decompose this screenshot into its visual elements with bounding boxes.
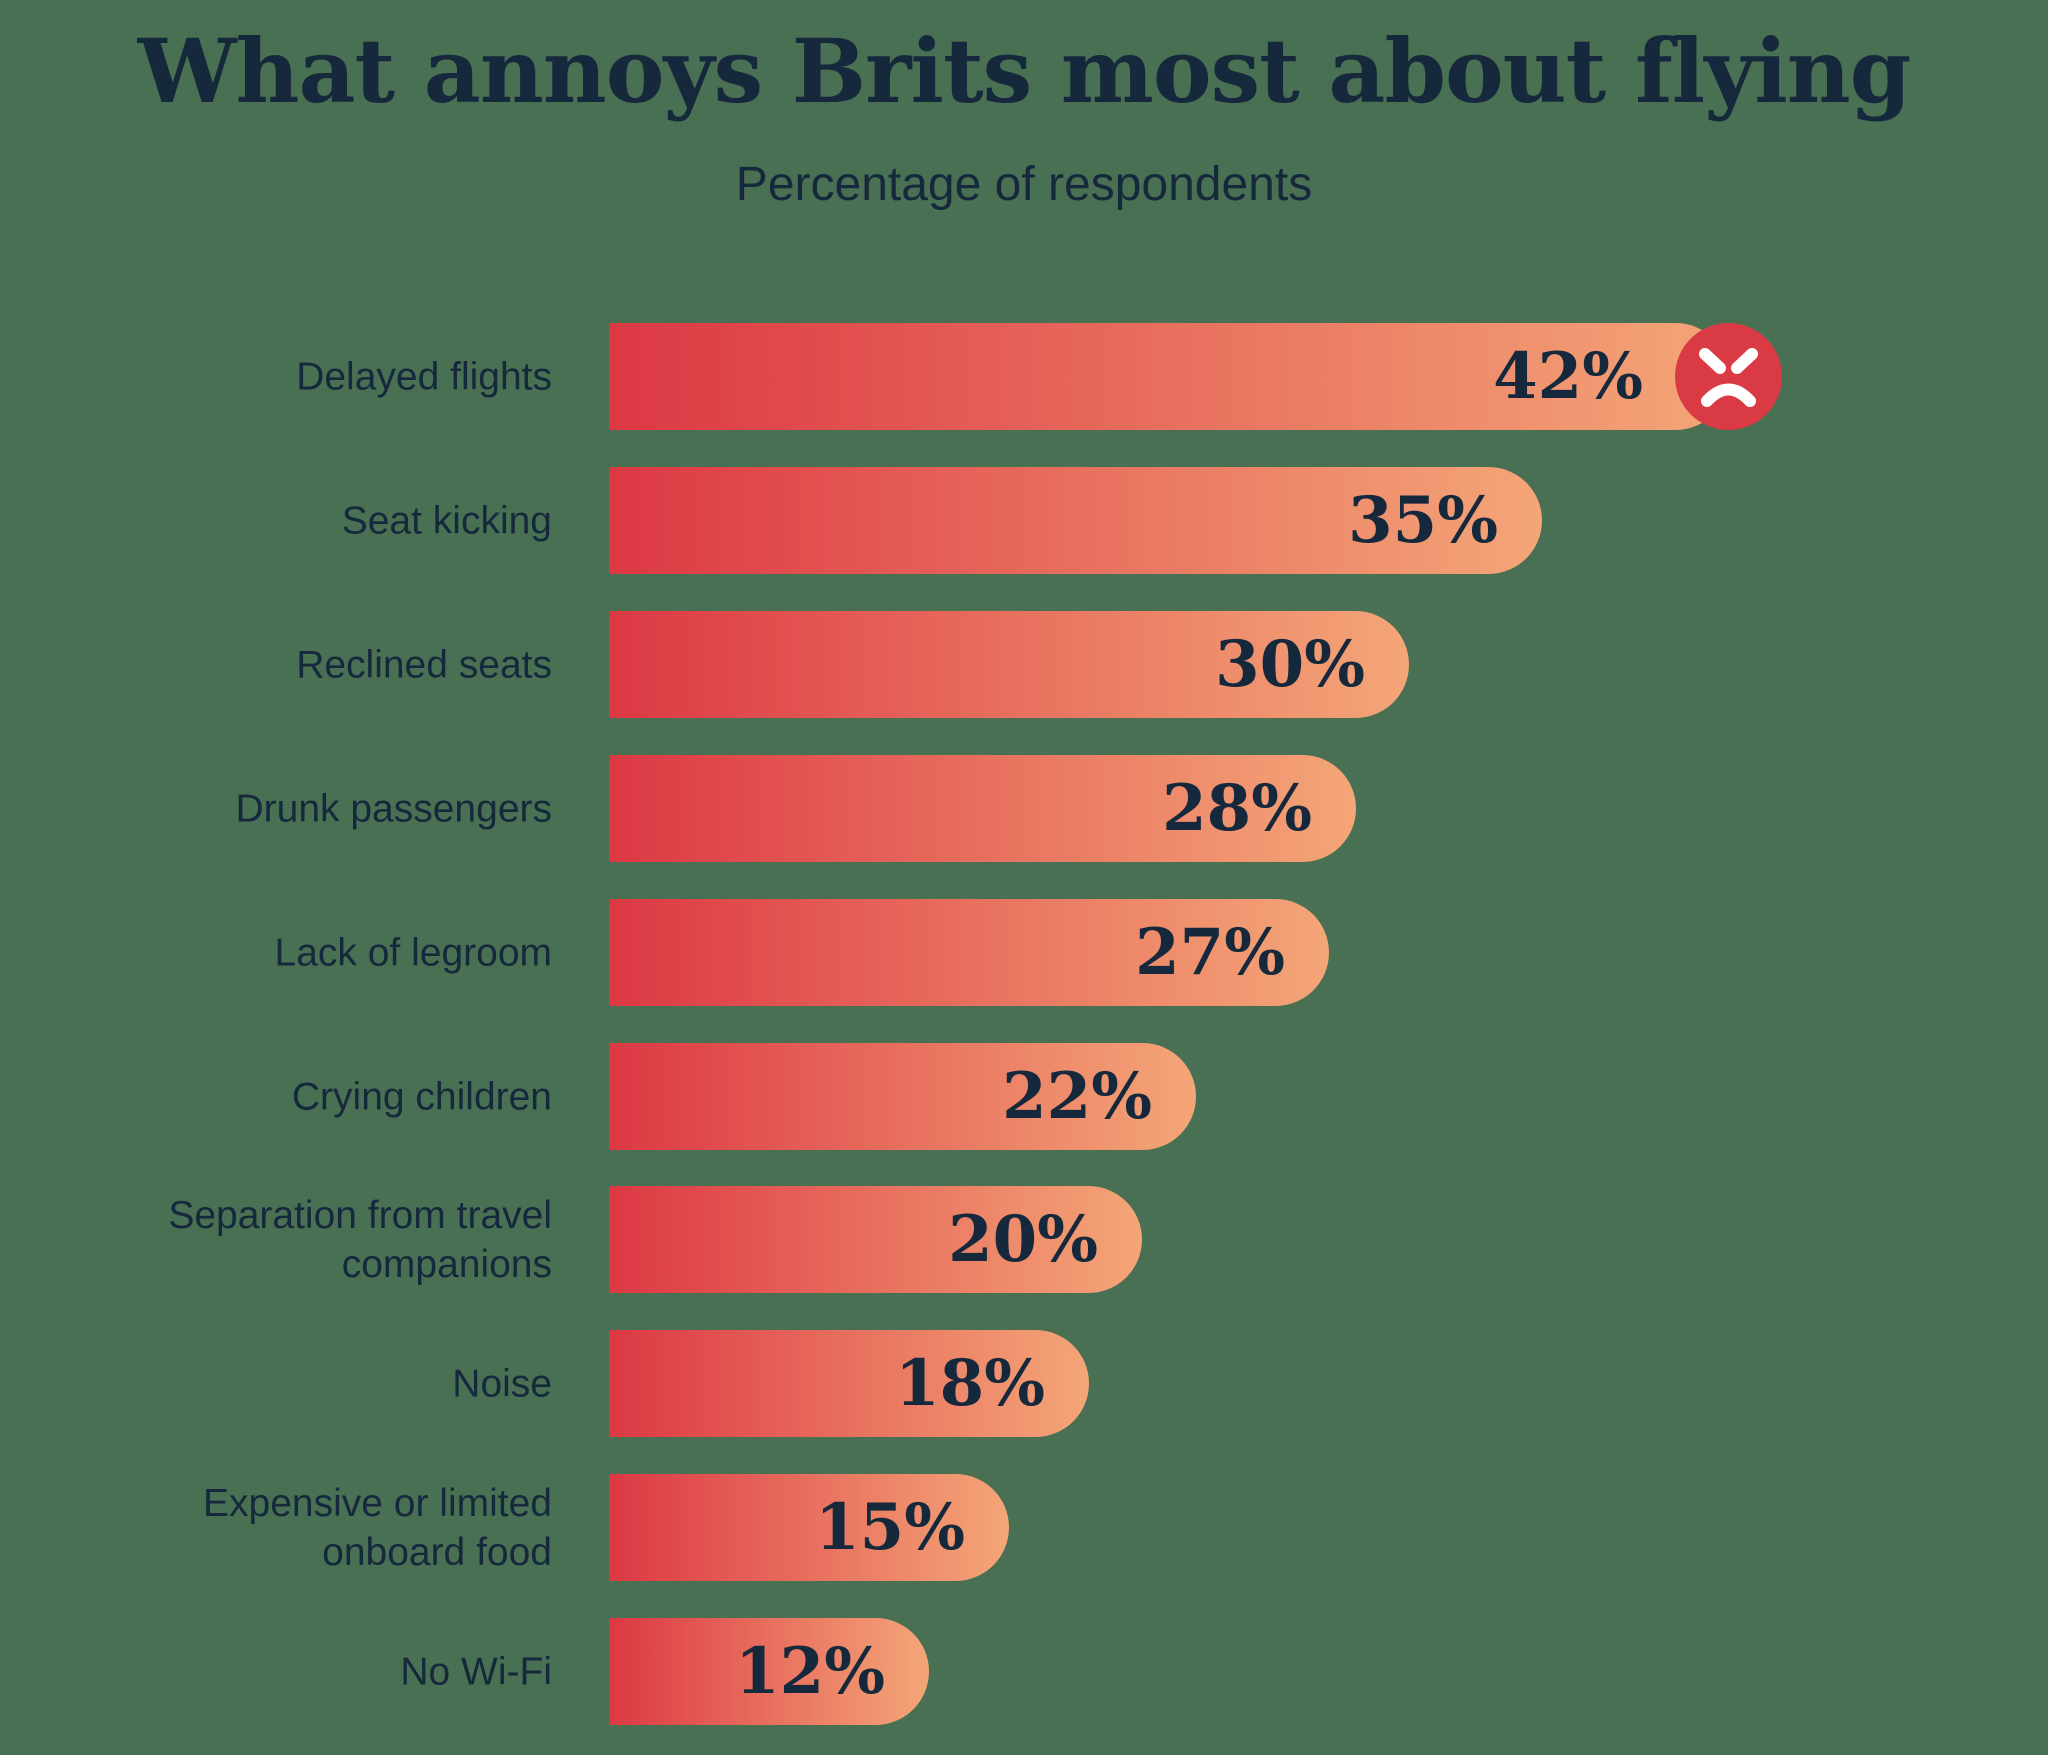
angry-face-circle	[1675, 323, 1782, 430]
bar: 20%	[609, 1186, 1142, 1293]
bar: 27%	[609, 899, 1329, 1006]
bar: 22%	[609, 1043, 1196, 1150]
bar-row: Separation from travel companions 20%	[0, 1186, 2048, 1293]
bar-value: 15%	[815, 1489, 965, 1565]
bar: 30%	[609, 611, 1409, 718]
bar-row: Drunk passengers 28%	[0, 755, 2048, 862]
bar-value: 22%	[1002, 1058, 1152, 1134]
bar-value: 12%	[735, 1633, 885, 1709]
bar-label: Expensive or limited onboard food	[203, 1481, 552, 1574]
bar-value: 35%	[1348, 482, 1498, 558]
bar: 35%	[609, 467, 1542, 574]
bar-value: 42%	[1493, 338, 1643, 414]
bar-label: Reclined seats	[296, 642, 552, 686]
bar-value: 20%	[948, 1201, 1098, 1277]
bar-row: Delayed flights 42%	[0, 323, 2048, 430]
bar-row: Lack of legroom 27%	[0, 899, 2048, 1006]
bar-value: 27%	[1135, 914, 1285, 990]
bar: 18%	[609, 1330, 1089, 1437]
bar-label: Separation from travel companions	[168, 1193, 552, 1286]
bar-value: 18%	[895, 1345, 1045, 1421]
bar-label: Noise	[452, 1361, 552, 1405]
bar-row: Noise 18%	[0, 1330, 2048, 1437]
bar-label: Delayed flights	[296, 354, 552, 398]
bar-label: Drunk passengers	[235, 786, 553, 830]
bar-row: Expensive or limited onboard food 15%	[0, 1474, 2048, 1581]
bar-row: Crying children 22%	[0, 1043, 2048, 1150]
angry-face-eyes	[1699, 348, 1758, 374]
bar-row: No Wi-Fi 12%	[0, 1618, 2048, 1725]
bar: 28%	[609, 755, 1356, 862]
bar-value: 30%	[1215, 626, 1365, 702]
bar-label: Crying children	[291, 1074, 552, 1118]
bar-label: No Wi-Fi	[400, 1649, 552, 1693]
bar-value: 28%	[1162, 770, 1312, 846]
bar-label: Seat kicking	[341, 498, 552, 542]
angry-face-mouth	[1701, 383, 1756, 407]
chart-subtitle: Percentage of respondents	[735, 158, 1313, 211]
bar-row: Reclined seats 30%	[0, 611, 2048, 718]
bar-row: Seat kicking 35%	[0, 467, 2048, 574]
angry-face-icon	[1675, 323, 1782, 430]
bar: 12%	[609, 1618, 929, 1725]
bar: 15%	[609, 1474, 1009, 1581]
bar: 42%	[609, 323, 1782, 430]
bar-label: Lack of legroom	[274, 930, 552, 974]
chart-title: What annoys Brits most about flying	[137, 19, 1912, 123]
